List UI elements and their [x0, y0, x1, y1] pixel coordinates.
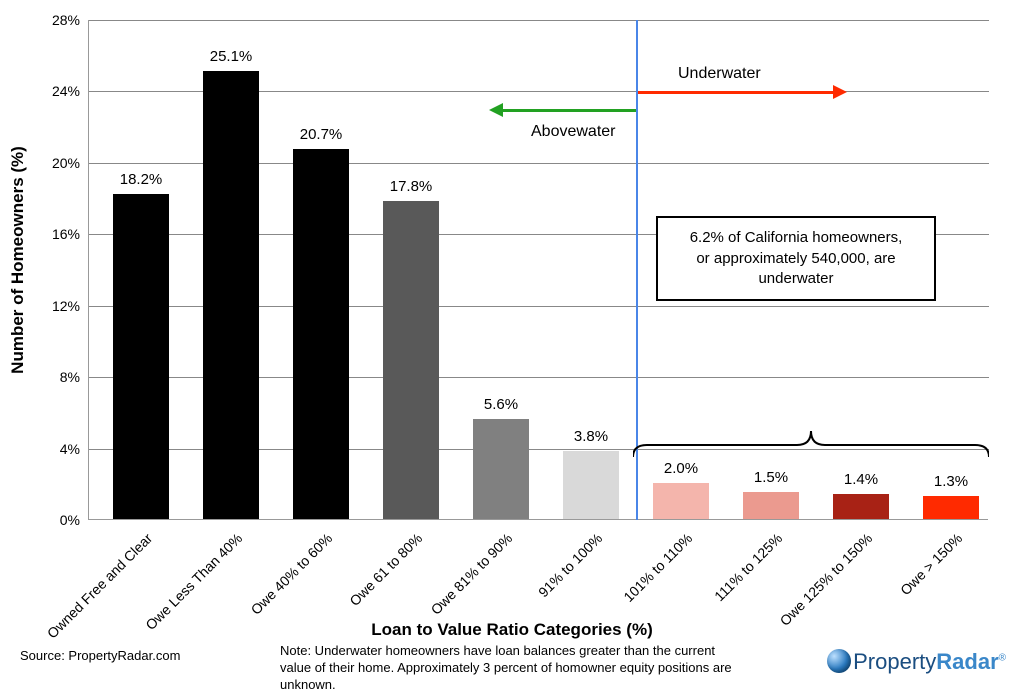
- globe-icon: [827, 649, 851, 673]
- bar: [563, 451, 619, 519]
- underwater-arrow-head: [833, 85, 847, 99]
- x-tick-label: Owe 61 to 80%: [346, 530, 425, 609]
- y-tick-label: 12%: [30, 298, 80, 314]
- y-tick-label: 16%: [30, 226, 80, 242]
- x-tick-label: Owned Free and Clear: [44, 530, 155, 641]
- bar: [833, 494, 889, 519]
- bar-value-label: 1.4%: [844, 471, 878, 488]
- x-tick-label: Owe 81% to 90%: [428, 530, 516, 618]
- bar: [743, 492, 799, 519]
- chart: 0%4%8%12%16%20%24%28%18.2%25.1%20.7%17.8…: [88, 20, 988, 520]
- callout-box: 6.2% of California homeowners,or approxi…: [656, 216, 936, 301]
- abovewater-label: Abovewater: [531, 123, 616, 141]
- x-tick-label: Owe 40% to 60%: [248, 530, 336, 618]
- x-tick-label: Owe > 150%: [897, 530, 965, 598]
- bar-value-label: 20.7%: [300, 126, 343, 143]
- callout-line3: underwater: [672, 269, 920, 289]
- bar-value-label: 25.1%: [210, 48, 253, 65]
- logo-text-1: Property: [853, 649, 936, 674]
- bar: [113, 194, 169, 519]
- logo-text-2: Radar: [936, 649, 998, 674]
- bar-value-label: 5.6%: [484, 396, 518, 413]
- bar: [293, 149, 349, 519]
- x-tick-label: Owe 125% to 150%: [776, 530, 875, 629]
- gridline: [89, 20, 989, 21]
- bar: [923, 496, 979, 519]
- footnote-line1: Note: Underwater homeowners have loan ba…: [280, 643, 715, 658]
- callout-line2: or approximately 540,000, are: [672, 249, 920, 269]
- bar: [473, 419, 529, 519]
- x-tick-label: 111% to 125%: [711, 530, 785, 604]
- x-axis-label: Loan to Value Ratio Categories (%): [371, 620, 653, 640]
- y-tick-label: 0%: [30, 512, 80, 528]
- bar-value-label: 18.2%: [120, 171, 163, 188]
- underwater-arrow: [638, 91, 833, 94]
- bar-value-label: 1.3%: [934, 473, 968, 490]
- source-text: Source: PropertyRadar.com: [20, 648, 180, 663]
- x-tick-label: 101% to 110%: [620, 530, 695, 605]
- y-tick-label: 8%: [30, 369, 80, 385]
- footnote-line3: unknown.: [280, 677, 336, 692]
- y-tick-label: 20%: [30, 155, 80, 171]
- x-tick-label: 91% to 100%: [535, 530, 605, 600]
- logo: PropertyRadar®: [827, 649, 1006, 675]
- bar: [203, 71, 259, 519]
- bar-value-label: 1.5%: [754, 469, 788, 486]
- x-tick-label: Owe Less Than 40%: [142, 530, 245, 633]
- callout-line1: 6.2% of California homeowners,: [672, 228, 920, 248]
- abovewater-arrow: [501, 109, 636, 112]
- plot-area: 0%4%8%12%16%20%24%28%18.2%25.1%20.7%17.8…: [88, 20, 988, 520]
- bar: [383, 201, 439, 519]
- footnote-line2: value of their home. Approximately 3 per…: [280, 660, 732, 675]
- abovewater-arrow-head: [489, 103, 503, 117]
- footnote: Note: Underwater homeowners have loan ba…: [280, 643, 790, 694]
- y-axis-label: Number of Homeowners (%): [8, 146, 28, 374]
- y-tick-label: 24%: [30, 83, 80, 99]
- y-tick-label: 28%: [30, 12, 80, 28]
- bar: [653, 483, 709, 519]
- y-tick-label: 4%: [30, 441, 80, 457]
- underwater-label: Underwater: [678, 65, 761, 83]
- brace: [633, 427, 989, 463]
- bar-value-label: 3.8%: [574, 428, 608, 445]
- bar-value-label: 17.8%: [390, 178, 433, 195]
